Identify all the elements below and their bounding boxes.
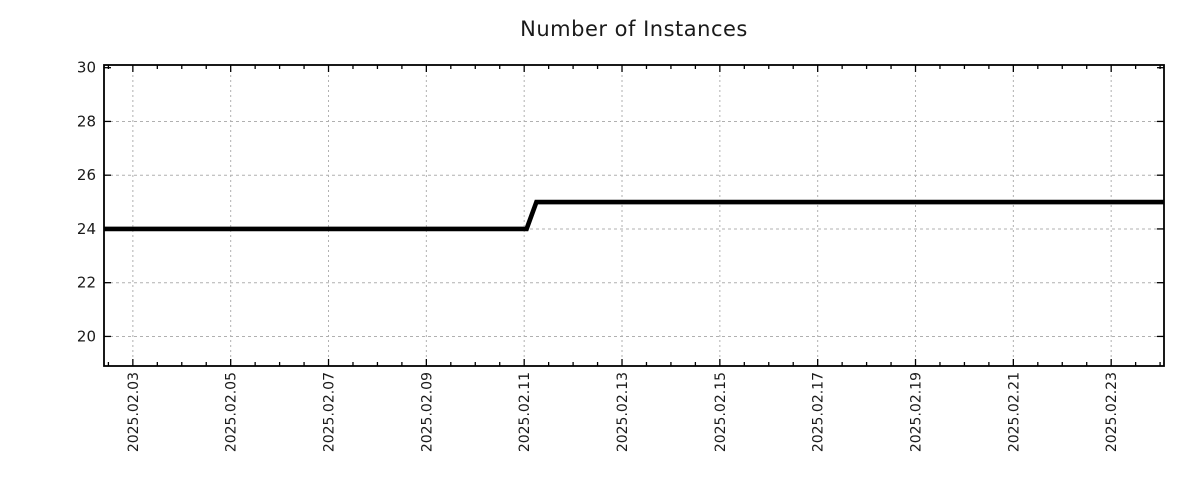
x-tick-label: 2025.02.05	[224, 372, 240, 452]
x-tick-label: 2025.02.07	[322, 372, 338, 452]
x-tick-label: 2025.02.23	[1104, 372, 1120, 452]
plot-border	[103, 64, 1165, 367]
series-line-instances	[104, 199, 1164, 232]
y-tick-label: 28	[77, 112, 96, 130]
x-tick-label: 2025.02.17	[811, 372, 827, 452]
y-tick-label: 24	[77, 220, 96, 238]
x-tick-label: 2025.02.09	[419, 372, 435, 452]
x-tick-label: 2025.02.11	[517, 372, 533, 452]
y-tick-label: 20	[77, 327, 96, 345]
x-tick-label: 2025.02.03	[126, 372, 142, 452]
x-tick-label: 2025.02.15	[713, 372, 729, 452]
y-tick-label: 30	[77, 59, 96, 77]
x-tick-label: 2025.02.19	[909, 372, 925, 452]
x-tick-label: 2025.02.13	[615, 372, 631, 452]
x-tick-label: 2025.02.21	[1006, 372, 1022, 452]
y-tick-label: 26	[77, 166, 96, 184]
y-tick-label: 22	[77, 274, 96, 292]
chart-title: Number of Instances	[520, 17, 748, 41]
